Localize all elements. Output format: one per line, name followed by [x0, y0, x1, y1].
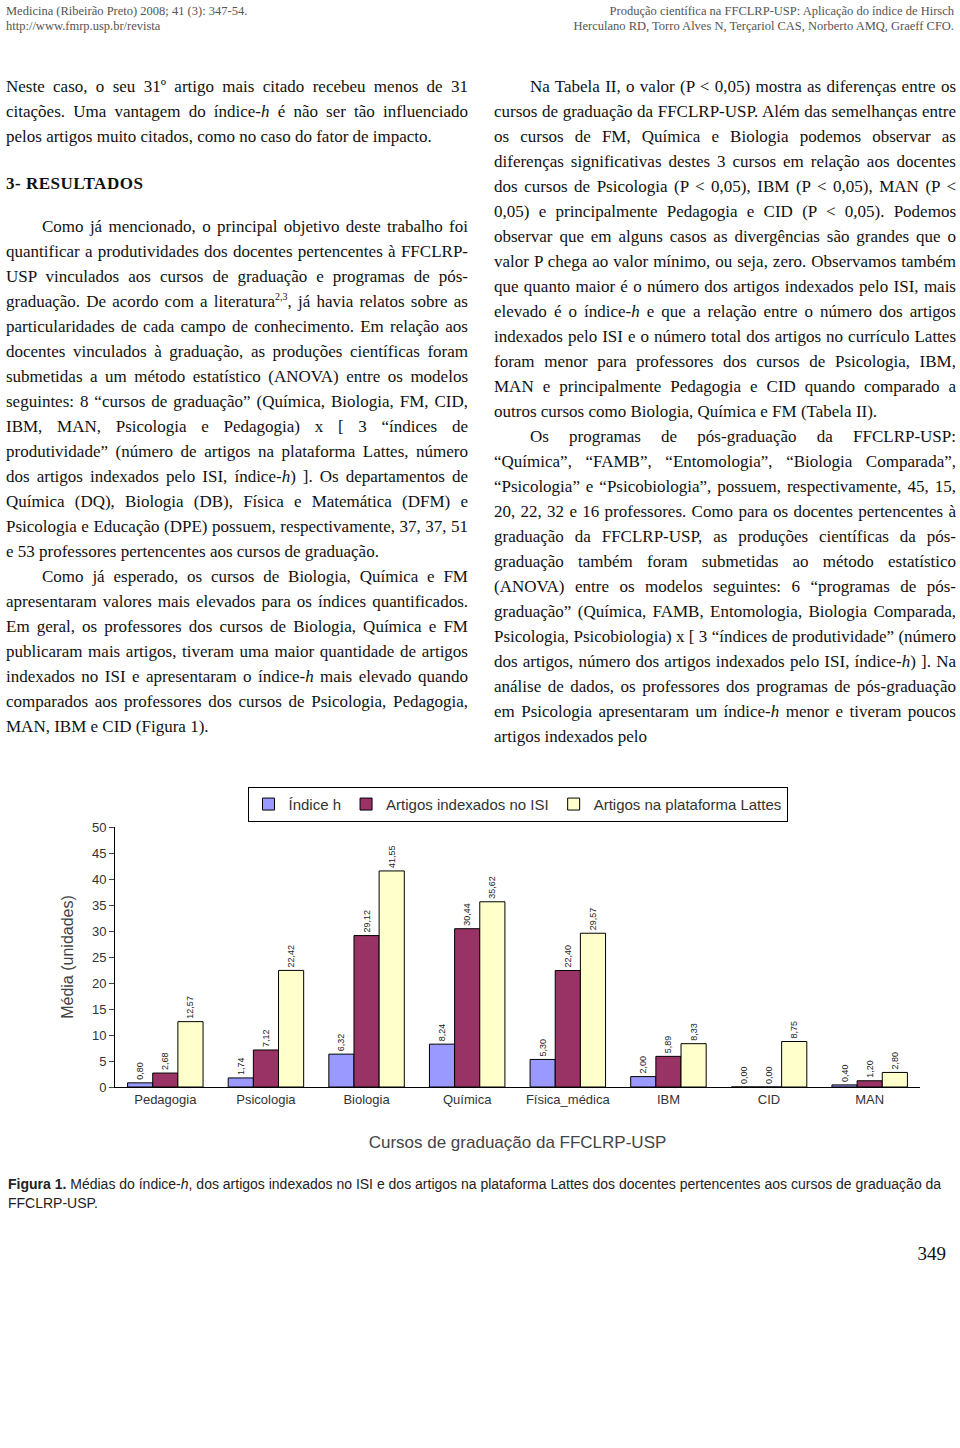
html-text:Na Tabela II, o valor (P < 0,0: Na Tabela II, o valor (P < 0,05) mostra …: [494, 77, 956, 421]
html-text:Como já mencionado, o principa: Como já mencionado, o principal objetivo…: [6, 217, 468, 561]
svg-text:0: 0: [99, 1080, 106, 1095]
svg-text:50: 50: [92, 820, 106, 835]
svg-text:5: 5: [99, 1054, 106, 1069]
svg-text:0,40: 0,40: [840, 1064, 850, 1082]
html-text:http://www.fmrp.usp.br/revista: http://www.fmrp.usp.br/revista: [6, 19, 161, 33]
svg-text:2,68: 2,68: [160, 1053, 170, 1071]
svg-text:Índice h: Índice h: [289, 796, 342, 813]
svg-text:45: 45: [92, 846, 106, 861]
svg-text:Média (unidades): Média (unidades): [59, 895, 76, 1019]
svg-text:7,12: 7,12: [261, 1029, 271, 1047]
svg-text:Cursos de graduação da FFCLRP-: Cursos de graduação da FFCLRP-USP: [369, 1133, 667, 1152]
svg-text:29,57: 29,57: [588, 908, 598, 931]
svg-text:22,40: 22,40: [563, 945, 573, 968]
svg-text:5,89: 5,89: [663, 1036, 673, 1054]
svg-text:35,62: 35,62: [487, 876, 497, 899]
svg-text:MAN: MAN: [855, 1092, 884, 1107]
html-text:349: 349: [917, 1243, 946, 1264]
svg-text:35: 35: [92, 898, 106, 913]
svg-text:5,30: 5,30: [538, 1039, 548, 1057]
svg-text:0,00: 0,00: [764, 1066, 774, 1084]
svg-text:2,00: 2,00: [638, 1056, 648, 1074]
svg-text:Artigos indexados no ISI: Artigos indexados no ISI: [386, 796, 549, 813]
svg-text:2,80: 2,80: [890, 1052, 900, 1070]
svg-text:8,24: 8,24: [437, 1024, 447, 1042]
svg-text:Artigos na plataforma Lattes: Artigos na plataforma Lattes: [594, 796, 782, 813]
svg-text:20: 20: [92, 976, 106, 991]
svg-text:1,74: 1,74: [236, 1057, 246, 1075]
html-text:Herculano RD, Torro Alves N, T: Herculano RD, Torro Alves N, Terçariol C…: [573, 19, 954, 33]
svg-text:10: 10: [92, 1028, 106, 1043]
svg-text:0,80: 0,80: [135, 1062, 145, 1080]
svg-text:40: 40: [92, 872, 106, 887]
svg-text:8,75: 8,75: [789, 1021, 799, 1039]
html-text:Produção científica na FFCLRP-: Produção científica na FFCLRP-USP: Aplic…: [609, 4, 954, 18]
svg-text:22,42: 22,42: [286, 945, 296, 968]
svg-text:6,32: 6,32: [336, 1034, 346, 1052]
svg-text:15: 15: [92, 1002, 106, 1017]
html-text:Medicina (Ribeirão Preto) 2008: Medicina (Ribeirão Preto) 2008; 41 (3): …: [6, 4, 248, 18]
svg-text:1,20: 1,20: [865, 1060, 875, 1078]
html-text:Figura 1. Médias do índice- h,: Figura 1. Médias do índice- h, dos artig…: [8, 1176, 942, 1211]
svg-text:Psicologia: Psicologia: [236, 1092, 296, 1107]
html-text:Como já esperado, os cursos de: Como já esperado, os cursos de Biologia,…: [6, 567, 468, 736]
svg-text:12,57: 12,57: [185, 996, 195, 1019]
svg-text:30,44: 30,44: [462, 903, 472, 926]
svg-text:Biologia: Biologia: [343, 1092, 390, 1107]
svg-text:0,00: 0,00: [739, 1066, 749, 1084]
svg-text:IBM: IBM: [657, 1092, 680, 1107]
svg-text:41,55: 41,55: [387, 845, 397, 868]
svg-text:30: 30: [92, 924, 106, 939]
svg-text:CID: CID: [758, 1092, 780, 1107]
svg-text:Física_médica: Física_médica: [526, 1092, 611, 1107]
html-text:Os programas de pós-graduação: Os programas de pós-graduação da FFCLRP-…: [494, 427, 956, 746]
svg-text:25: 25: [92, 950, 106, 965]
html-text:Neste caso, o seu 31º artigo m: Neste caso, o seu 31º artigo mais citado…: [6, 77, 468, 146]
html-text:3- RESULTADOS: 3- RESULTADOS: [6, 174, 144, 193]
svg-text:Química: Química: [443, 1092, 492, 1107]
svg-text:8,33: 8,33: [689, 1023, 699, 1041]
svg-text:Pedagogia: Pedagogia: [134, 1092, 197, 1107]
svg-text:29,12: 29,12: [362, 910, 372, 933]
